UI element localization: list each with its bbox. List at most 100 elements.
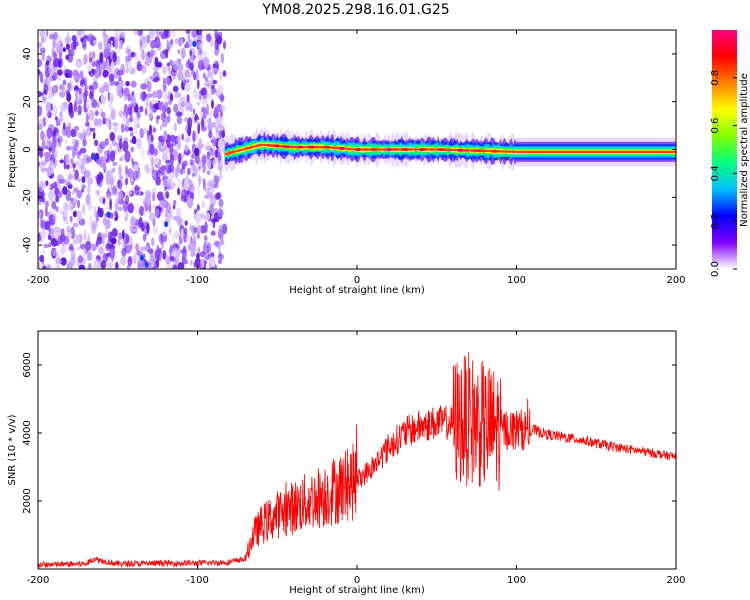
signal-fleck	[476, 149, 483, 153]
noise-blob	[156, 115, 160, 120]
noise-blob	[170, 38, 174, 46]
noise-blob	[189, 103, 193, 113]
noise-blob	[133, 164, 139, 172]
noise-blob	[102, 117, 106, 125]
noise-blob	[65, 43, 70, 50]
noise-blob	[133, 52, 141, 61]
noise-blob	[119, 31, 125, 39]
noise-blob	[66, 92, 72, 103]
noise-blob	[65, 189, 71, 202]
noise-blob	[212, 182, 219, 189]
noise-blob	[98, 207, 104, 218]
noise-blob	[115, 32, 121, 38]
noise-blob	[210, 230, 216, 236]
noise-blob	[192, 234, 197, 246]
noise-blob	[106, 205, 110, 211]
noise-blob	[118, 164, 122, 177]
noise-blob	[45, 114, 49, 124]
noise-blob	[184, 220, 188, 226]
noise-blob	[139, 127, 144, 139]
noise-blob	[190, 259, 193, 266]
noise-blob	[60, 84, 66, 97]
noise-blob	[130, 216, 136, 226]
noise-blob	[212, 67, 218, 74]
noise-blob	[128, 221, 132, 227]
noise-blob	[166, 141, 171, 149]
noise-blob	[87, 177, 94, 185]
noise-blob	[84, 240, 92, 252]
noise-blob	[156, 169, 161, 179]
signal-fleck	[437, 148, 444, 152]
noise-blob	[194, 208, 197, 214]
noise-blob	[219, 116, 224, 121]
snr-x-tick-label: 0	[354, 575, 360, 586]
signal-fleck	[401, 148, 408, 151]
noise-blob	[119, 156, 124, 162]
noise-blob	[76, 210, 83, 222]
noise-blob	[139, 34, 145, 43]
noise-blob	[40, 130, 45, 141]
noise-blob	[152, 225, 159, 234]
noise-blob	[41, 50, 45, 61]
noise-blob	[146, 93, 153, 98]
noise-blob	[174, 91, 181, 99]
noise-blob	[51, 200, 57, 210]
noise-blob	[202, 163, 206, 174]
noise-blob	[139, 91, 145, 101]
noise-blob	[151, 191, 156, 202]
noise-blob	[164, 48, 169, 59]
noise-blob	[38, 198, 42, 206]
noise-blob	[38, 261, 41, 269]
noise-blob	[134, 116, 139, 127]
noise-blob	[91, 61, 97, 67]
noise-blob	[118, 241, 125, 246]
noise-blob	[100, 260, 107, 269]
noise-blob	[169, 153, 175, 166]
noise-blob	[96, 240, 99, 248]
noise-blob	[206, 170, 211, 176]
noise-blob	[65, 54, 70, 60]
noise-blob	[165, 159, 171, 164]
noise-blob	[138, 205, 145, 217]
snr-series-line	[38, 352, 676, 569]
noise-blob	[105, 224, 108, 235]
noise-blob	[180, 101, 186, 108]
noise-blob	[117, 78, 124, 90]
signal-fleck	[284, 145, 291, 149]
noise-blob	[160, 112, 167, 122]
noise-blob	[185, 106, 190, 111]
signal-band-layer	[224, 143, 676, 156]
noise-blob	[140, 222, 145, 232]
noise-blob	[136, 110, 141, 119]
noise-blob	[57, 209, 63, 214]
noise-blob	[113, 81, 119, 86]
noise-blob	[195, 212, 202, 224]
noise-blob	[77, 255, 84, 264]
noise-blob	[176, 111, 183, 117]
noise-blob	[44, 220, 51, 231]
noise-blob	[69, 80, 75, 85]
noise-blob	[103, 48, 109, 59]
noise-blob	[105, 243, 111, 249]
noise-blob	[198, 174, 202, 186]
signal-fleck	[386, 148, 393, 151]
noise-blob	[68, 183, 73, 190]
noise-blob	[48, 242, 52, 248]
noise-blob	[110, 212, 114, 220]
noise-blob	[150, 134, 154, 142]
noise-blob	[91, 98, 98, 109]
noise-blob	[174, 256, 180, 264]
noise-blob	[219, 105, 226, 113]
noise-blob	[206, 151, 210, 160]
noise-blob	[145, 166, 151, 174]
noise-blob	[214, 149, 219, 158]
noise-blob	[207, 111, 214, 119]
noise-blob	[114, 38, 119, 50]
noise-blob	[94, 110, 99, 117]
noise-spot	[139, 254, 144, 261]
noise-blob	[134, 184, 139, 196]
noise-blob	[62, 79, 67, 86]
noise-blob	[70, 158, 74, 164]
noise-blob	[140, 83, 147, 90]
noise-blob	[39, 255, 44, 263]
